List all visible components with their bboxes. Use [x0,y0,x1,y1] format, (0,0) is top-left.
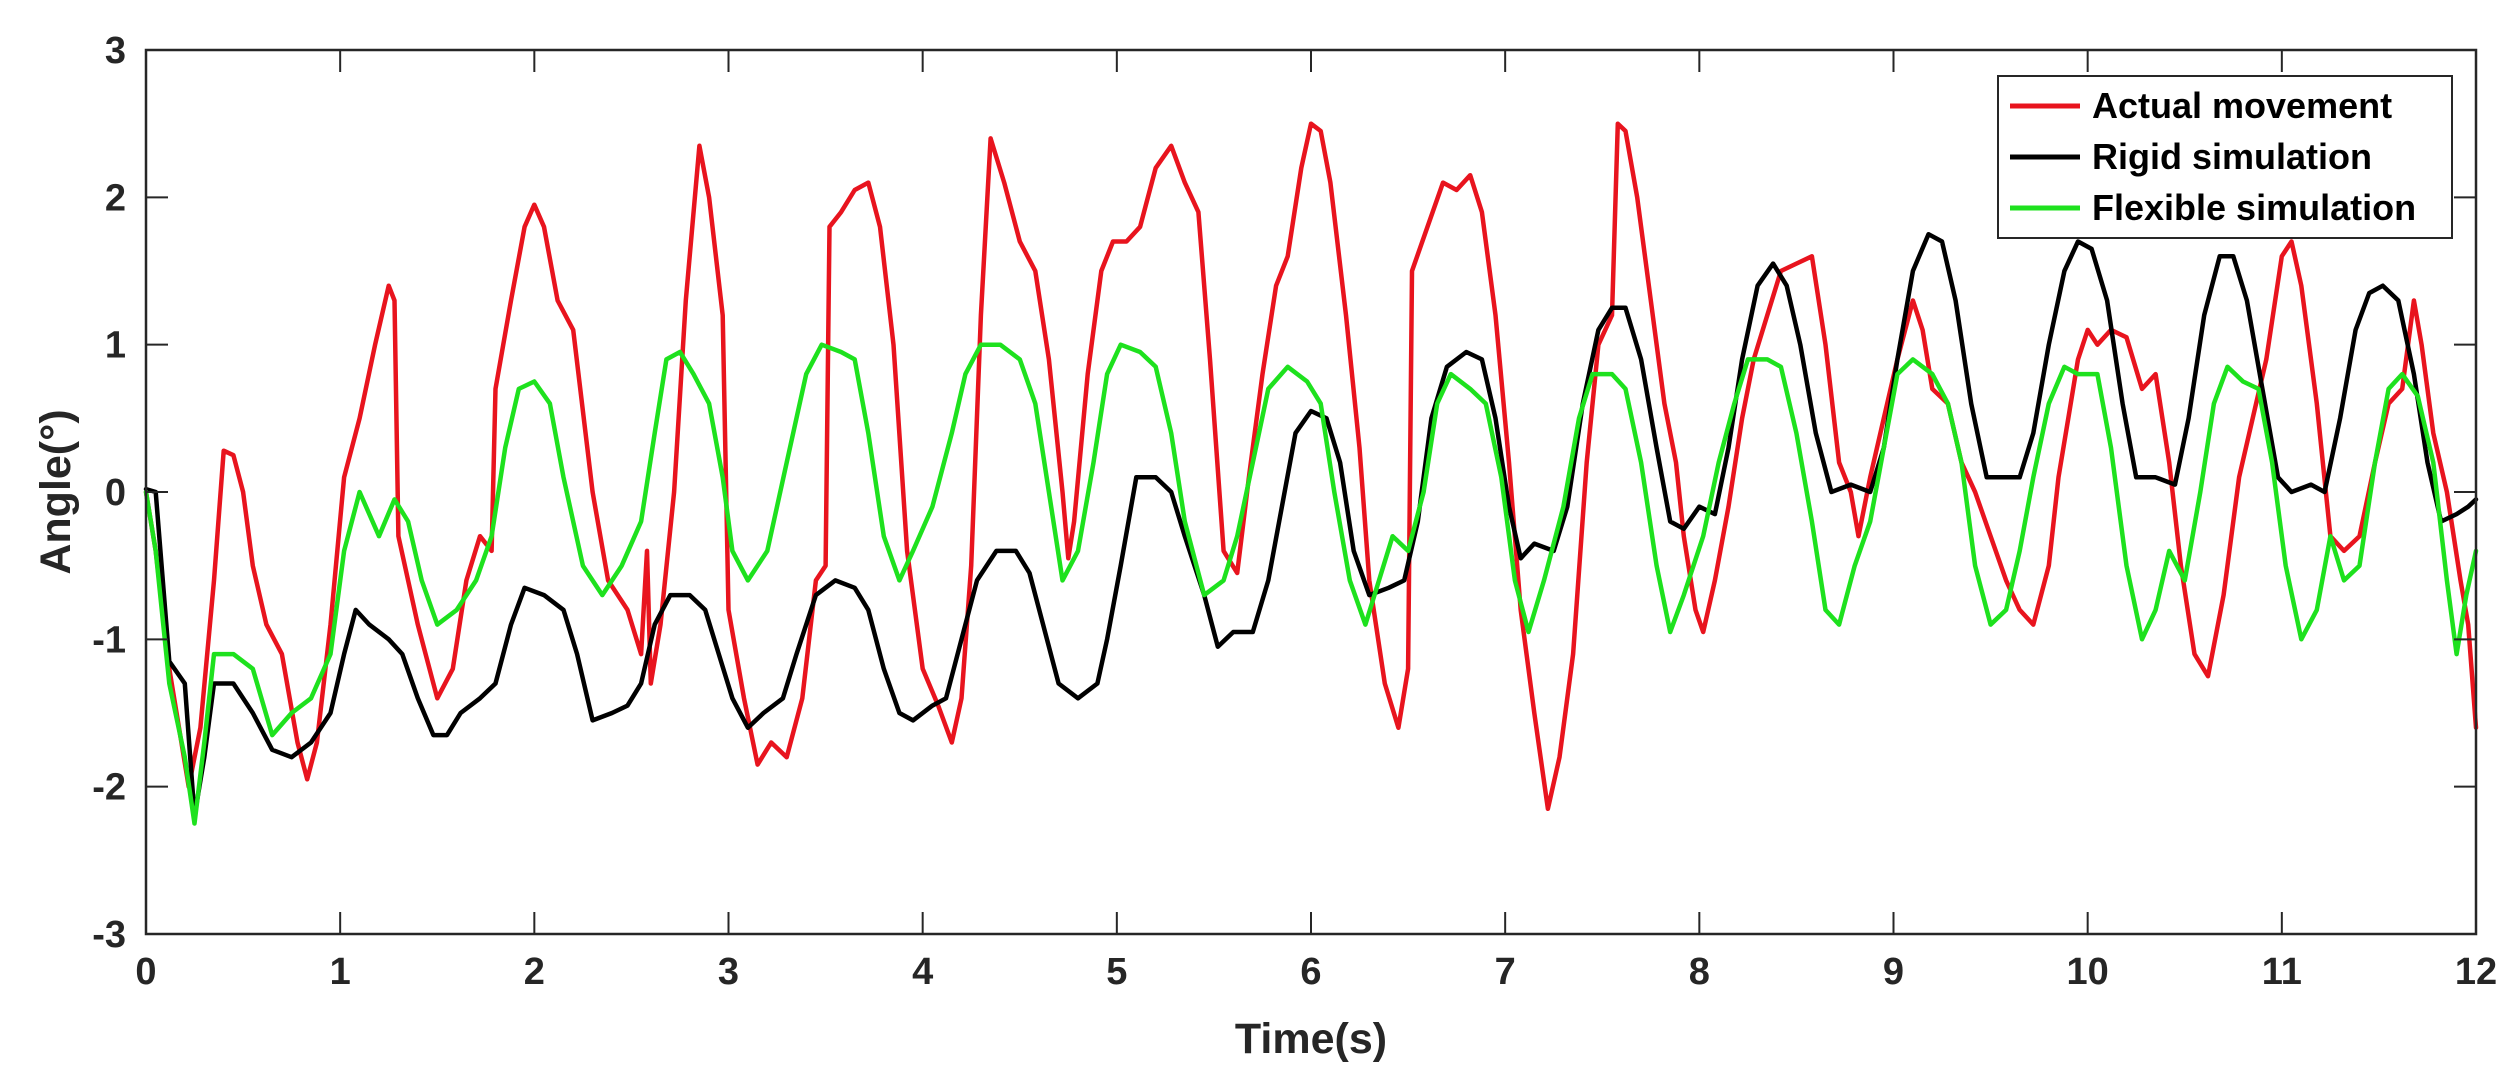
x-tick-label: 0 [135,951,156,993]
x-tick-label: 11 [2262,951,2302,993]
x-tick-label: 3 [718,951,739,993]
x-tick-label: 7 [1495,951,1516,993]
x-tick-label: 5 [1106,951,1127,993]
y-tick-label: 1 [105,325,126,367]
x-axis-title: Time(s) [1235,1015,1387,1063]
legend: Actual movement Rigid simulation Flexibl… [1997,75,2453,239]
series-line-flexible-simulation [143,342,2479,826]
y-tick-label: 0 [105,472,126,514]
x-tick-label: 6 [1300,951,1321,993]
x-tick-label: 1 [330,951,351,993]
y-tick-label: 3 [105,30,126,72]
x-tick-label: 10 [2067,951,2109,993]
x-tick-label: 12 [2455,951,2497,993]
y-axis-title: Angle(°) [32,409,80,574]
legend-label-flexible-simulation: Flexible simulation [2092,187,2416,228]
series-layer [143,121,2479,826]
legend-label-rigid-simulation: Rigid simulation [2092,136,2372,177]
series-line-rigid-simulation [143,231,2479,819]
x-tick-label: 8 [1689,951,1710,993]
y-tick-label: -1 [92,619,126,661]
x-tick-label: 2 [524,951,545,993]
series-line-actual-movement [143,121,2479,812]
x-tick-label: 4 [912,951,933,993]
y-tick-label: -3 [92,914,126,956]
legend-label-actual-movement: Actual movement [2092,85,2392,126]
y-tick-label: -2 [92,767,126,809]
y-tick-label: 2 [105,177,126,219]
x-tick-label: 9 [1883,951,1904,993]
